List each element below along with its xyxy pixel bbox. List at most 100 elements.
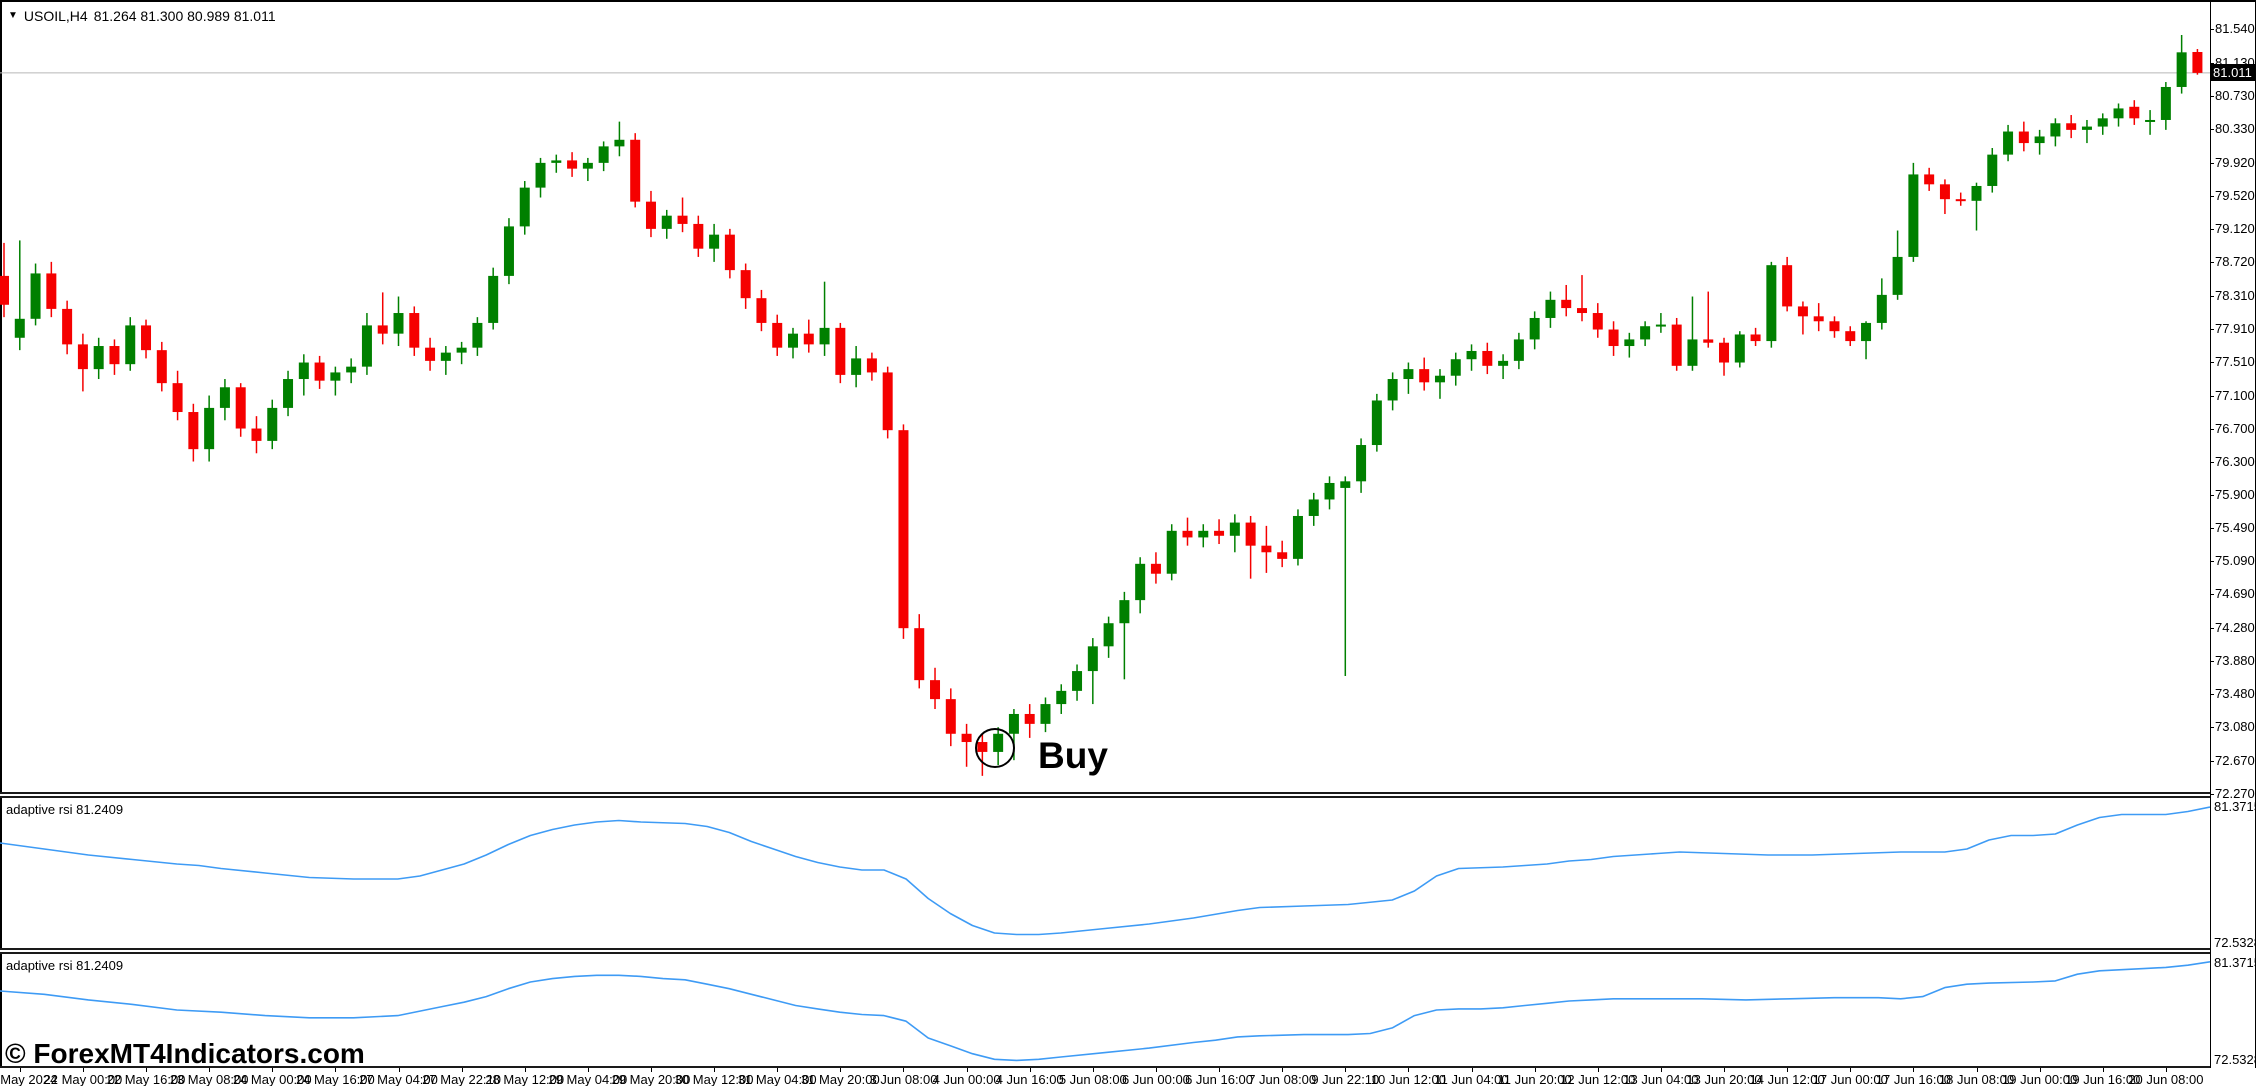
candle-body (456, 347, 467, 353)
candle-body (993, 733, 1004, 752)
candle-body (2113, 108, 2124, 119)
price-axis-label: 80.330 (2215, 121, 2255, 137)
indicator-1-max-value: 81.3715 (2214, 799, 2256, 814)
candle-body (1513, 339, 1524, 361)
price-axis-tick (2210, 29, 2214, 31)
time-axis-label: 27 May 04:00 (359, 1072, 438, 1086)
candle-body (2176, 52, 2187, 87)
candle-body (204, 407, 215, 450)
candle-body (535, 162, 546, 188)
candle-body (1434, 375, 1445, 383)
candle-body (1655, 324, 1666, 327)
price-axis-label: 73.080 (2215, 719, 2255, 735)
window-left-border (0, 2, 2, 1086)
price-axis-tick (2210, 561, 2214, 563)
time-axis-label: 17 Jun 00:00 (1812, 1072, 1888, 1086)
main-candlestick-chart[interactable] (0, 2, 2210, 793)
time-axis-label: 11 Jun 04:00 (1434, 1072, 1509, 1086)
candle-body (188, 412, 199, 450)
time-axis-label: 4 Jun 16:00 (995, 1072, 1064, 1086)
candle-body (1387, 379, 1398, 401)
price-axis-label: 80.730 (2215, 88, 2255, 104)
candle-body (1861, 322, 1872, 342)
indicator-1-label: adaptive rsi 81.2409 (6, 802, 124, 817)
candle-body (756, 298, 767, 323)
indicator-panel-2[interactable] (0, 954, 2210, 1066)
price-axis-tick (2210, 727, 2214, 729)
price-axis-label: 79.120 (2215, 220, 2255, 236)
candle-body (898, 430, 909, 629)
candle-body (1687, 339, 1698, 366)
price-axis-label: 73.880 (2215, 653, 2255, 669)
candle-body (614, 139, 625, 147)
candle-body (740, 270, 751, 299)
candle-body (283, 379, 294, 408)
price-axis-tick (2210, 162, 2214, 164)
candle-body (1577, 308, 1587, 314)
panel-separator[interactable] (0, 948, 2210, 954)
candle-body (1640, 326, 1651, 340)
candle-body (1529, 317, 1540, 340)
candle-body (2160, 86, 2171, 120)
candle-body (1608, 329, 1619, 347)
candle-body (1198, 530, 1209, 538)
candle-body (1024, 713, 1035, 724)
candle-body (1908, 174, 1919, 257)
candle-body (1056, 690, 1067, 705)
candle-body (30, 273, 41, 319)
candle-body (519, 187, 530, 227)
time-axis-tick (2039, 1068, 2041, 1072)
price-axis[interactable]: 81.540 81.130 80.730 80.330 79.920 79.520 79.1… (2210, 2, 2256, 801)
time-axis-label: 6 Jun 16:00 (1185, 1072, 1254, 1086)
price-axis-tick (2210, 228, 2214, 230)
candle-body (172, 383, 183, 413)
candle-body (1971, 185, 1982, 201)
candle-body (1182, 530, 1193, 538)
time-axis-label: 22 May 16:00 (106, 1072, 186, 1086)
candle-body (1624, 339, 1635, 347)
candle-body (1135, 563, 1146, 601)
indicator-panel-1[interactable] (0, 798, 2210, 948)
candle-body (1150, 563, 1161, 574)
candle-body (582, 162, 593, 169)
candle-body (2018, 131, 2029, 144)
time-axis-tick (1282, 1068, 1284, 1072)
time-axis-tick (1787, 1068, 1789, 1072)
candle-body (1371, 400, 1382, 446)
candle-body (819, 327, 830, 345)
price-axis-tick (2210, 395, 2214, 397)
indicator-2-max-value: 81.3715 (2214, 955, 2256, 970)
candle-body (1119, 600, 1130, 624)
candle-body (361, 325, 372, 367)
time-axis-tick (1219, 1068, 1221, 1072)
candle-body (598, 146, 609, 163)
candle-body (1277, 552, 1288, 559)
candle-body (14, 318, 25, 338)
candle-body (2145, 119, 2156, 122)
candle-body (62, 308, 73, 345)
price-axis-tick (2210, 761, 2214, 762)
candle-body (1087, 646, 1098, 672)
price-axis-tick (2210, 461, 2214, 463)
time-axis-border (0, 1066, 2210, 1069)
time-axis-tick (398, 1068, 400, 1072)
indicator-2-label: adaptive rsi 81.2409 (6, 958, 124, 973)
candle-body (1498, 360, 1509, 366)
candle-body (1734, 334, 1745, 363)
time-axis-tick (1976, 1068, 1978, 1072)
time-axis-label: 19 Jun 00:00 (2002, 1072, 2078, 1086)
price-axis-label: 78.720 (2215, 253, 2255, 269)
price-axis-tick (2210, 129, 2214, 131)
candle-body (866, 358, 877, 373)
panel-separator[interactable] (0, 792, 2210, 798)
price-axis-tick (2210, 694, 2214, 696)
buy-signal-circle (975, 728, 1015, 768)
candle-body (1939, 184, 1950, 200)
candle-body (914, 628, 925, 681)
candle-body (1766, 265, 1777, 342)
candle-body (1403, 369, 1414, 380)
symbol-dropdown-icon[interactable]: ▼ (8, 10, 18, 21)
candle-body (645, 201, 656, 229)
